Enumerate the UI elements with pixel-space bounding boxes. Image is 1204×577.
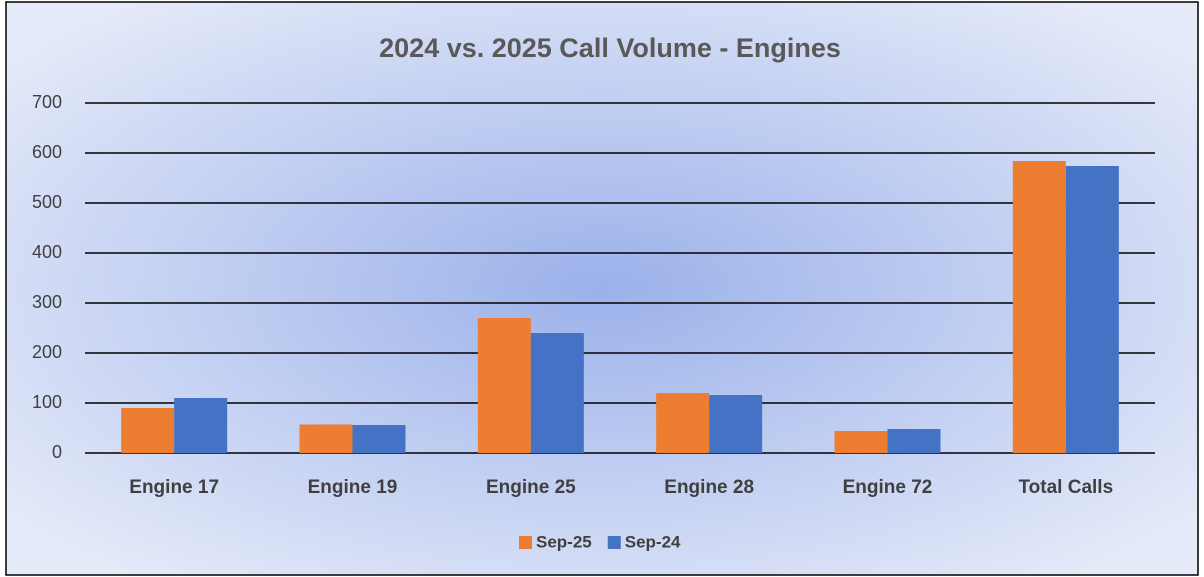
y-tick-label: 300 (32, 292, 62, 312)
legend-swatch (607, 536, 621, 549)
bar (121, 408, 175, 453)
y-tick-label: 0 (52, 442, 62, 462)
x-tick-label: Total Calls (1018, 477, 1113, 498)
chart-background (5, 1, 1199, 576)
y-tick-label: 500 (32, 192, 62, 212)
bar (834, 431, 888, 453)
y-tick-label: 700 (32, 92, 62, 112)
bar (1012, 161, 1066, 453)
y-tick-label: 100 (32, 392, 62, 412)
bar (1065, 166, 1119, 453)
y-tick-label: 400 (32, 242, 62, 262)
x-tick-label: Engine 19 (308, 477, 398, 498)
bar (530, 333, 584, 453)
legend-swatch (519, 536, 532, 549)
chart-title: 2024 vs. 2025 Call Volume - Engines (379, 33, 841, 63)
x-tick-label: Engine 25 (486, 477, 576, 498)
bar (174, 398, 228, 453)
bar (299, 424, 353, 453)
bar (709, 395, 763, 453)
bar (352, 425, 406, 453)
x-tick-label: Engine 72 (843, 477, 933, 498)
bar (477, 318, 531, 453)
bar (887, 429, 941, 453)
y-tick-label: 600 (32, 142, 62, 162)
legend-label: Sep-24 (625, 532, 681, 551)
bar (656, 393, 710, 453)
legend-label: Sep-25 (536, 532, 592, 551)
x-tick-label: Engine 28 (664, 477, 754, 498)
y-tick-label: 200 (32, 342, 62, 362)
x-tick-label: Engine 17 (129, 477, 219, 498)
